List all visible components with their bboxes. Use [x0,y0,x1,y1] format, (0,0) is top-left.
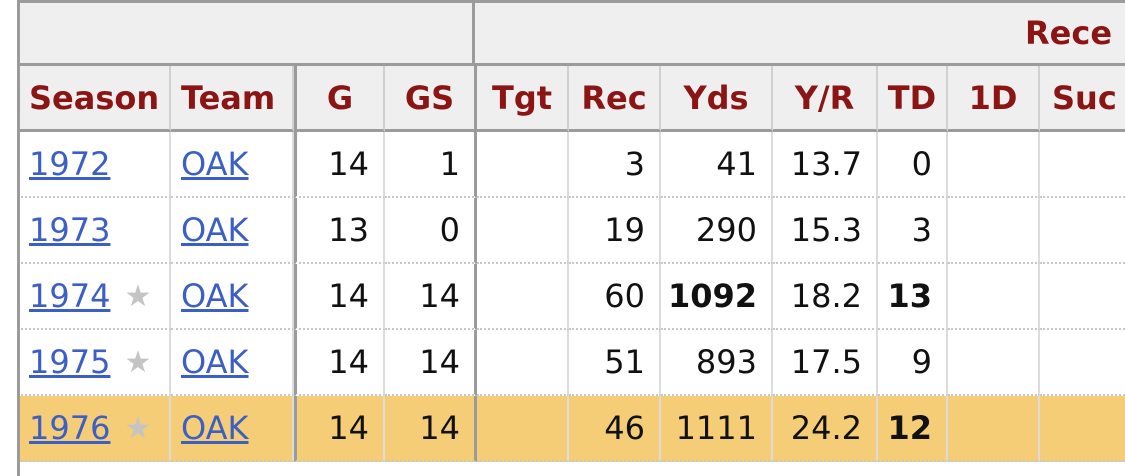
season-cell: 1975 ★ [17,330,171,396]
succ-cell [1040,132,1125,198]
over-header-blank [17,0,475,66]
team-link[interactable]: OAK [181,277,249,315]
g-cell: 14 [294,132,385,198]
yds-cell: 893 [661,330,773,396]
team-cell: OAK [171,132,294,198]
1d-cell [948,132,1040,198]
g-cell: 13 [294,198,385,264]
team-link[interactable]: OAK [181,343,249,381]
tgt-cell [477,264,569,330]
g-cell: 14 [294,330,385,396]
rec-cell: 60 [569,264,661,330]
1d-cell [948,330,1040,396]
season-link[interactable]: 1976 [29,409,111,447]
td-cell: 12 [878,396,948,462]
rec-cell: 51 [569,330,661,396]
season-link[interactable]: 1972 [29,145,111,183]
col-header-tgt[interactable]: Tgt [477,66,569,132]
team-cell: OAK [171,264,294,330]
gs-cell: 14 [385,330,477,396]
rec-cell: 3 [569,132,661,198]
td-cell: 9 [878,330,948,396]
season-link[interactable]: 1974 [29,277,111,315]
col-header-yds[interactable]: Yds [661,66,773,132]
col-header-1d[interactable]: 1D [948,66,1040,132]
season-link[interactable]: 1975 [29,343,111,381]
yds-cell: 290 [661,198,773,264]
col-header-g[interactable]: G [294,66,385,132]
col-header-gs[interactable]: GS [385,66,477,132]
1d-cell [948,198,1040,264]
col-header-td[interactable]: TD [878,66,948,132]
rec-cell: 46 [569,396,661,462]
col-header-team[interactable]: Team [171,66,294,132]
tgt-cell [477,396,569,462]
season-cell: 1974 ★ [17,264,171,330]
yds-cell: 1111 [661,396,773,462]
pro-bowl-star-icon: ★ [124,410,152,446]
succ-cell [1040,198,1125,264]
td-cell: 13 [878,264,948,330]
pro-bowl-star-icon: ★ [124,344,152,380]
gs-cell: 0 [385,198,477,264]
col-header-rec[interactable]: Rec [569,66,661,132]
season-link[interactable]: 1973 [29,211,111,249]
team-cell: OAK [171,198,294,264]
tgt-cell [477,330,569,396]
gs-cell: 14 [385,264,477,330]
season-cell: 1976 ★ [17,396,171,462]
pro-bowl-star-icon: ★ [124,278,152,314]
table-left-border [17,0,20,476]
succ-cell [1040,330,1125,396]
td-cell: 3 [878,198,948,264]
yr-cell: 15.3 [773,198,878,264]
yr-cell: 18.2 [773,264,878,330]
team-link[interactable]: OAK [181,211,249,249]
yr-cell: 13.7 [773,132,878,198]
gs-cell: 1 [385,132,477,198]
tgt-cell [477,132,569,198]
over-header-receiving: Rece [475,0,1125,66]
stats-table: Rece Season Team G GS Tgt Rec Yds Y/R TD… [17,0,1125,476]
team-cell: OAK [171,396,294,462]
col-header-succ[interactable]: Suc [1040,66,1125,132]
yr-cell: 17.5 [773,330,878,396]
yds-cell: 41 [661,132,773,198]
col-header-yr[interactable]: Y/R [773,66,878,132]
gs-cell: 14 [385,396,477,462]
team-link[interactable]: OAK [181,145,249,183]
team-cell: OAK [171,330,294,396]
season-cell: 1972 [17,132,171,198]
1d-cell [948,264,1040,330]
season-cell: 1973 [17,198,171,264]
yds-cell: 1092 [661,264,773,330]
1d-cell [948,396,1040,462]
succ-cell [1040,264,1125,330]
rec-cell: 19 [569,198,661,264]
g-cell: 14 [294,396,385,462]
td-cell: 0 [878,132,948,198]
team-link[interactable]: OAK [181,409,249,447]
succ-cell [1040,396,1125,462]
g-cell: 14 [294,264,385,330]
yr-cell: 24.2 [773,396,878,462]
tgt-cell [477,198,569,264]
col-header-season[interactable]: Season [17,66,171,132]
